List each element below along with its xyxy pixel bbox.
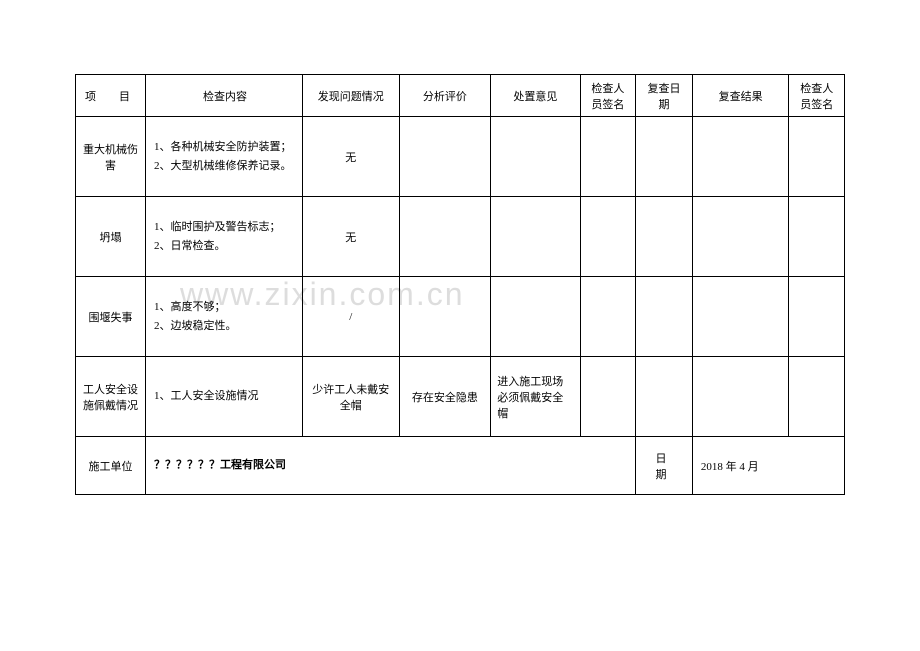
cell-review-date <box>636 357 693 437</box>
header-analysis: 分析评价 <box>399 75 491 117</box>
cell-review-date <box>636 197 693 277</box>
footer-date-label: 日 期 <box>636 437 693 495</box>
cell-content: 1、高度不够；2、边坡稳定性。 <box>146 277 303 357</box>
header-problem: 发现问题情况 <box>302 75 399 117</box>
cell-project: 围堰失事 <box>76 277 146 357</box>
cell-problem: 少许工人未戴安全帽 <box>302 357 399 437</box>
cell-project: 重大机械伤害 <box>76 117 146 197</box>
header-project: 项 目 <box>76 75 146 117</box>
table-footer-row: 施工单位 ？？？？？？工程有限公司 日 期 2018 年 4 月 <box>76 437 845 495</box>
cell-inspector2 <box>789 357 845 437</box>
cell-problem: / <box>302 277 399 357</box>
cell-content: 1、临时围护及警告标志；2、日常检查。 <box>146 197 303 277</box>
header-disposition: 处置意见 <box>491 75 580 117</box>
footer-construction-label: 施工单位 <box>76 437 146 495</box>
cell-disposition <box>491 117 580 197</box>
cell-inspector <box>580 117 636 197</box>
cell-disposition: 进入施工现场必须佩戴安全帽 <box>491 357 580 437</box>
cell-disposition <box>491 197 580 277</box>
inspection-table: 项 目 检查内容 发现问题情况 分析评价 处置意见 检查人员签名 复查日期 复查… <box>75 74 845 495</box>
cell-content: 1、各种机械安全防护装置；2、大型机械维修保养记录。 <box>146 117 303 197</box>
cell-inspector2 <box>789 197 845 277</box>
header-review-date: 复查日期 <box>636 75 693 117</box>
cell-review-result <box>692 357 789 437</box>
header-content: 检查内容 <box>146 75 303 117</box>
cell-analysis <box>399 117 491 197</box>
cell-problem: 无 <box>302 117 399 197</box>
table-row: 重大机械伤害 1、各种机械安全防护装置；2、大型机械维修保养记录。 无 <box>76 117 845 197</box>
header-inspector: 检查人员签名 <box>580 75 636 117</box>
table-row: 围堰失事 1、高度不够；2、边坡稳定性。 / <box>76 277 845 357</box>
cell-content: 1、工人安全设施情况 <box>146 357 303 437</box>
cell-project: 工人安全设施佩戴情况 <box>76 357 146 437</box>
header-review-result: 复查结果 <box>692 75 789 117</box>
table-header-row: 项 目 检查内容 发现问题情况 分析评价 处置意见 检查人员签名 复查日期 复查… <box>76 75 845 117</box>
cell-review-result <box>692 277 789 357</box>
footer-date-value: 2018 年 4 月 <box>692 437 844 495</box>
cell-problem: 无 <box>302 197 399 277</box>
cell-disposition <box>491 277 580 357</box>
table-row: 坍塌 1、临时围护及警告标志；2、日常检查。 无 <box>76 197 845 277</box>
cell-review-result <box>692 117 789 197</box>
cell-review-date <box>636 117 693 197</box>
cell-inspector <box>580 277 636 357</box>
cell-inspector <box>580 197 636 277</box>
footer-construction-value: ？？？？？？工程有限公司 <box>146 437 636 495</box>
cell-analysis <box>399 277 491 357</box>
cell-project: 坍塌 <box>76 197 146 277</box>
cell-review-date <box>636 277 693 357</box>
cell-inspector <box>580 357 636 437</box>
cell-inspector2 <box>789 117 845 197</box>
cell-inspector2 <box>789 277 845 357</box>
table-row: 工人安全设施佩戴情况 1、工人安全设施情况 少许工人未戴安全帽 存在安全隐患 进… <box>76 357 845 437</box>
cell-review-result <box>692 197 789 277</box>
cell-analysis <box>399 197 491 277</box>
cell-analysis: 存在安全隐患 <box>399 357 491 437</box>
inspection-table-container: 项 目 检查内容 发现问题情况 分析评价 处置意见 检查人员签名 复查日期 复查… <box>75 74 845 495</box>
header-inspector2: 检查人员签名 <box>789 75 845 117</box>
